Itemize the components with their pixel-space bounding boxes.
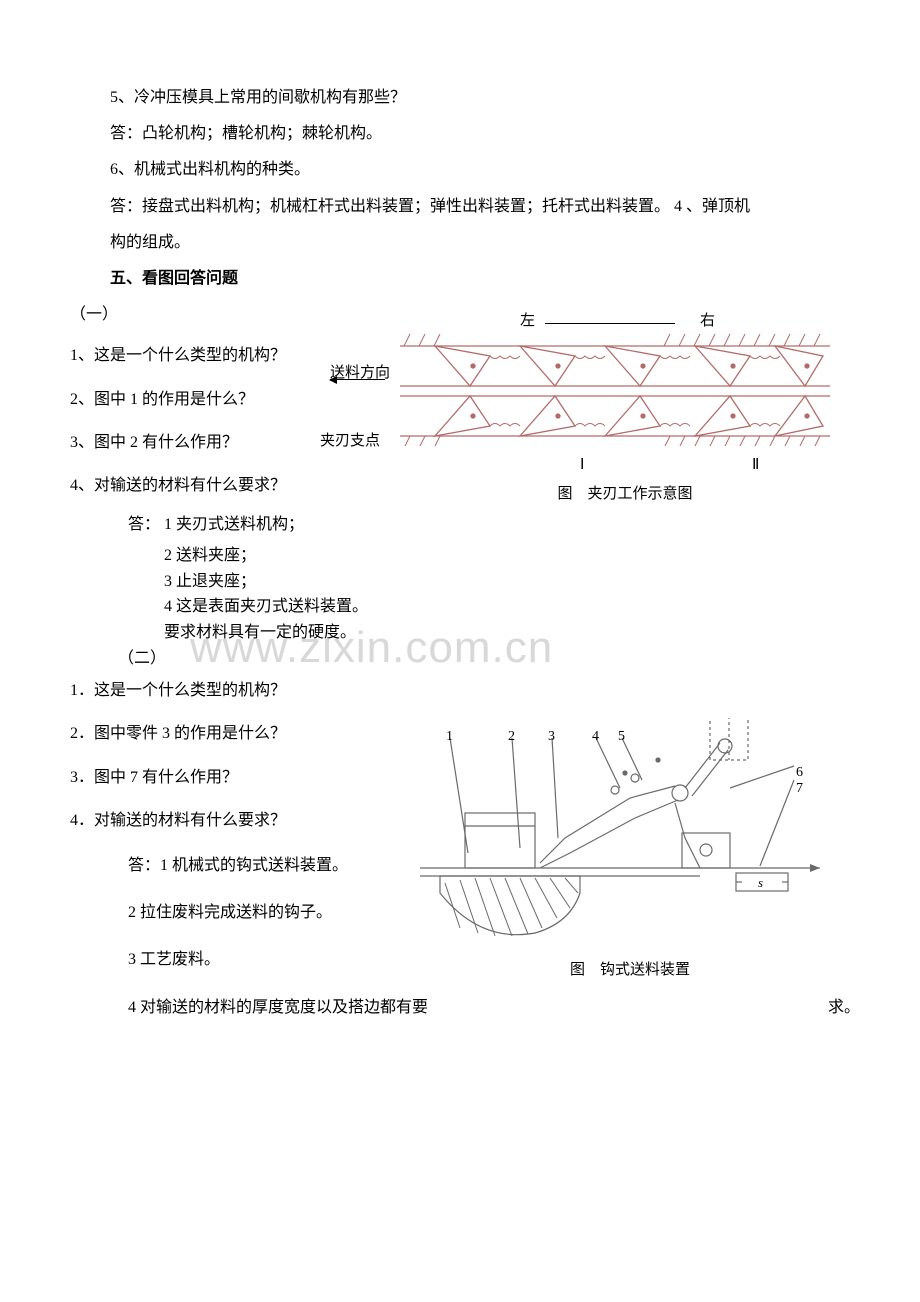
p2a4-wrap: 4 对输送的材料的厚度宽度以及搭边都有要 求。 [70, 990, 850, 1025]
section5-title: 五、看图回答问题 [70, 261, 850, 296]
p1a2: 2 送料夹座； [70, 543, 850, 569]
p1ans-label: 答： [128, 516, 160, 533]
p2q2: 2．图中零件 3 的作用是什么？ [70, 716, 850, 751]
p2a1: 答：1 机械式的钩式送料装置。 [70, 848, 850, 883]
p1q4: 4、对输送的材料有什么要求？ [70, 468, 850, 503]
a6b: 构的组成。 [70, 225, 850, 260]
a5: 答：凸轮机构；槽轮机构；棘轮机构。 [70, 116, 850, 151]
p2a4b: 求。 [828, 990, 860, 1025]
p2a3: 3 工艺废料。 [70, 942, 850, 977]
q6: 6、机械式出料机构的种类。 [70, 152, 850, 187]
q5: 5、冷冲压模具上常用的间歇机构有那些？ [70, 80, 850, 115]
p1ans1: 答： 1 夹刃式送料机构； [70, 507, 850, 542]
p1a3: 3 止退夹座； [70, 569, 850, 595]
p1q3: 3、图中 2 有什么作用？ [70, 425, 850, 460]
p2q4: 4．对输送的材料有什么要求？ [70, 803, 850, 838]
p2a2: 2 拉住废料完成送料的钩子。 [70, 895, 850, 930]
p1a5: 要求材料具有一定的硬度。 [70, 620, 850, 646]
p2q1: 1．这是一个什么类型的机构？ [70, 673, 850, 708]
p1q2: 2、图中 1 的作用是什么？ [70, 382, 850, 417]
p2q3: 3．图中 7 有什么作用？ [70, 760, 850, 795]
p1q1: 1、这是一个什么类型的机构？ [70, 338, 850, 373]
p2a4a: 4 对输送的材料的厚度宽度以及搭边都有要 [128, 999, 428, 1016]
a6a: 答：接盘式出料机构；机械杠杆式出料装置；弹性出料装置；托杆式出料装置。 4 、弹… [70, 189, 850, 224]
document-body: 5、冷冲压模具上常用的间歇机构有那些？ 答：凸轮机构；槽轮机构；棘轮机构。 6、… [0, 0, 920, 1025]
p1a1: 1 夹刃式送料机构； [160, 516, 304, 533]
part1: （一） [70, 297, 850, 332]
p1a4: 4 这是表面夹刃式送料装置。 [70, 594, 850, 620]
part2: （二） [70, 646, 850, 672]
